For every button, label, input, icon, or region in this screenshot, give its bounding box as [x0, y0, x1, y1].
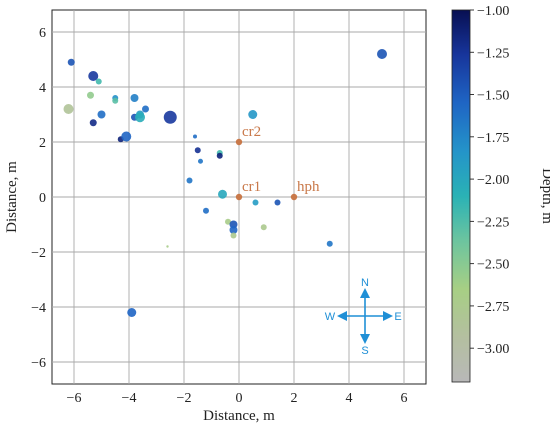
- x-tick-labels: −6 −4 −2 0 2 4 6: [67, 391, 408, 406]
- arrow-right-icon: [383, 311, 393, 321]
- colorbar-tick-label: −2.00: [477, 173, 509, 188]
- data-point: [326, 240, 333, 247]
- data-point: [97, 110, 106, 119]
- data-point: [87, 91, 94, 99]
- y-tick-label: −4: [31, 301, 46, 316]
- x-tick-label: 6: [401, 391, 408, 406]
- compass-south-label: S: [361, 345, 368, 357]
- station-marker: [235, 193, 243, 201]
- data-point: [121, 131, 132, 142]
- x-tick-label: −6: [67, 391, 82, 406]
- data-point: [229, 226, 238, 234]
- colorbar-tick-label: −1.25: [477, 46, 509, 61]
- data-point: [88, 71, 99, 81]
- data-point: [225, 218, 231, 225]
- colorbar-tick-label: −1.00: [477, 4, 509, 19]
- data-point: [216, 152, 223, 159]
- data-point: [260, 224, 267, 231]
- colorbar-gradient: [451, 9, 471, 383]
- data-point: [193, 134, 197, 139]
- data-point: [130, 94, 139, 102]
- data-point: [186, 177, 193, 184]
- compass-north-label: N: [361, 277, 369, 289]
- data-point: [135, 112, 145, 123]
- station-label: cr1: [242, 179, 261, 195]
- arrow-left-icon: [337, 311, 347, 321]
- x-tick-label: −2: [177, 391, 192, 406]
- data-point: [166, 245, 169, 248]
- data-point: [127, 308, 137, 317]
- y-tick-label: 4: [39, 81, 46, 96]
- x-tick-label: 2: [291, 391, 298, 406]
- data-point: [95, 78, 102, 85]
- compass-rose: N S W E: [325, 277, 402, 357]
- x-tick-label: −4: [122, 391, 137, 406]
- compass-west-label: W: [325, 311, 336, 323]
- y-tick-labels: 6 4 2 0 −2 −4 −6: [31, 26, 46, 371]
- data-point: [248, 110, 258, 119]
- data-point: [218, 189, 227, 199]
- station-marker: [290, 193, 298, 201]
- colorbar-tick-label: −2.75: [477, 300, 509, 315]
- colorbar-tick-label: −2.25: [477, 215, 509, 230]
- data-point: [89, 119, 97, 127]
- data-point: [203, 207, 209, 214]
- station-label: cr2: [242, 124, 261, 140]
- colorbar-ticks: −1.00 −1.25 −1.50 −1.75 −2.00 −2.25 −2.50 −2.75…: [470, 4, 509, 357]
- colorbar: −1.00 −1.25 −1.50 −1.75 −2.00 −2.25 −2.50 −2.75…: [451, 4, 550, 383]
- data-point: [274, 199, 281, 206]
- data-point: [63, 104, 74, 114]
- x-axis-label: Distance, m: [203, 408, 275, 424]
- y-tick-label: −6: [31, 356, 46, 371]
- data-point: [252, 199, 259, 206]
- compass-east-label: E: [394, 311, 401, 323]
- data-point: [112, 97, 119, 104]
- colorbar-tick-label: −2.50: [477, 258, 509, 273]
- data-point: [229, 220, 238, 229]
- data-point: [163, 110, 177, 124]
- colorbar-tick-label: −3.00: [477, 342, 509, 357]
- y-tick-label: 0: [39, 191, 46, 206]
- colorbar-label: Depth, m: [539, 168, 550, 224]
- y-axis-label: Distance, m: [4, 161, 20, 233]
- data-points: [63, 49, 387, 317]
- station-label: hph: [297, 179, 320, 195]
- data-point: [142, 105, 149, 113]
- arrow-up-icon: [360, 288, 370, 298]
- data-point: [230, 232, 237, 239]
- station-marker: [235, 138, 243, 146]
- data-point: [198, 158, 203, 164]
- y-tick-label: 2: [39, 136, 46, 151]
- data-point: [194, 147, 201, 154]
- x-tick-label: 0: [236, 391, 243, 406]
- station-markers: cr2 cr1 hph: [235, 124, 320, 201]
- x-tick-label: 4: [346, 391, 353, 406]
- data-point: [377, 49, 387, 59]
- y-tick-label: −2: [31, 246, 46, 261]
- data-point: [67, 58, 75, 66]
- colorbar-tick-label: −1.75: [477, 131, 509, 146]
- arrow-down-icon: [360, 334, 370, 344]
- colorbar-tick-label: −1.50: [477, 89, 509, 104]
- y-tick-label: 6: [39, 26, 46, 41]
